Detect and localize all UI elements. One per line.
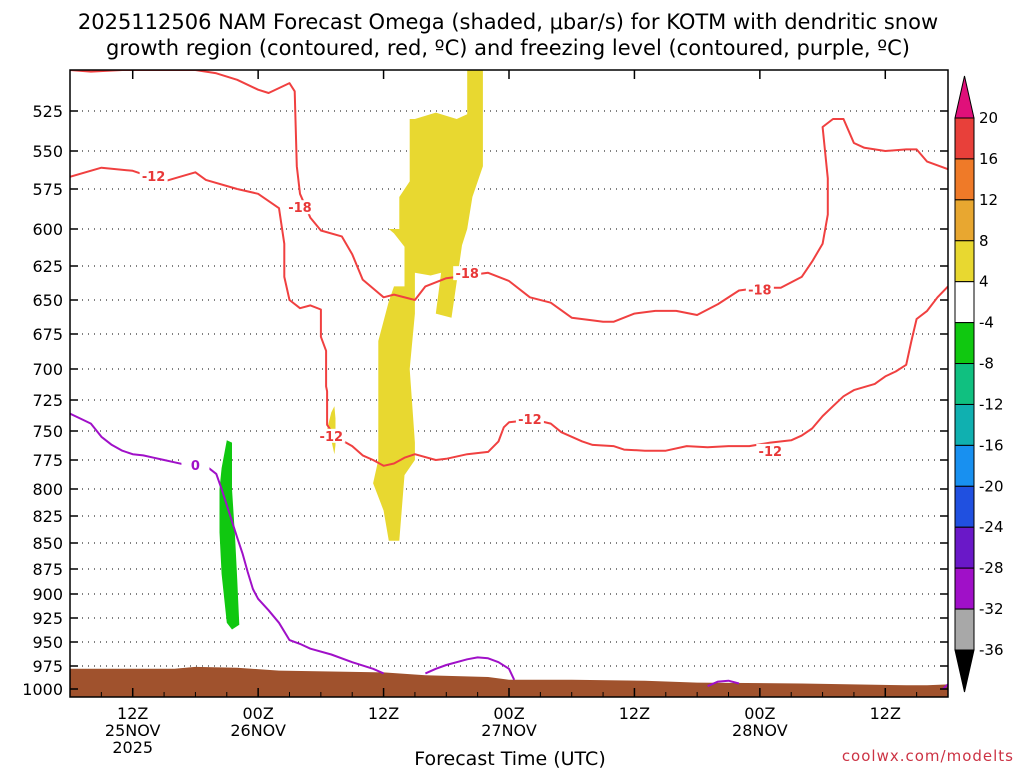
contour-label-5: -12 [518,413,542,428]
colorbar-label-9: -20 [979,477,1004,495]
contour-label-bg-5 [515,411,544,426]
contour-label-3: -18 [748,283,772,298]
x-tick-label-18-1: 26NOV [230,721,286,740]
contour-label-bg-6 [756,443,785,458]
contour-label-bg-0 [139,168,168,183]
colorbar-label-4: 4 [979,273,989,291]
colorbar: 20 16 12 8 4 -4 -8 -12 -16 -20 -24 -28 -32 -36 [954,75,1004,693]
contour-label-6: -12 [759,445,783,460]
y-tick-label-550: 550 [32,142,63,161]
colorbar-label-1: 16 [979,150,998,168]
y-tick-label-975: 975 [32,657,63,676]
y-tick-label-700: 700 [32,360,63,379]
axes: 525 550 575 600 625 650 675 700 725 750 775 800 825 8… [22,69,949,757]
y-tick-label-675: 675 [32,325,63,344]
chart-title-line2: growth region (contoured, red, ºC) and f… [106,36,910,60]
colorbar-swatch-12 [954,608,975,651]
x-tick-label-66-0: 00Z [744,704,775,723]
colorbar-label-10: -24 [979,518,1004,536]
contour-label-2: -18 [455,267,479,282]
colorbar-label-5: -4 [979,314,994,332]
colorbar-label-3: 8 [979,232,989,250]
contour-dgz_-18 [70,70,948,323]
contour-label-bg-2 [453,266,482,281]
colorbar-swatch-0 [954,117,975,160]
y-tick-label-825: 825 [32,507,63,526]
y-tick-label-525: 525 [32,102,63,121]
x-tick-label-42-1: 27NOV [481,721,537,740]
colorbar-label-2: 12 [979,191,998,209]
y-tick-label-800: 800 [32,480,63,499]
colorbar-label-7: -12 [979,395,1004,413]
y-tick-label-875: 875 [32,560,63,579]
colorbar-label-13: -36 [979,641,1004,659]
x-tick-label-30-0: 12Z [368,704,399,723]
contour-dgz_-18_upper_left [236,188,948,467]
colorbar-swatch-2 [954,199,975,242]
colorbar-label-0: 20 [979,109,998,127]
colorbar-swatch-3 [954,240,975,283]
y-tick-label-725: 725 [32,391,63,410]
colorbar-label-12: -32 [979,600,1004,618]
contour-label-0: -12 [142,170,166,185]
colorbar-swatch-7 [954,403,975,446]
colorbar-swatch-4 [954,281,975,324]
y-tick-label-775: 775 [32,451,63,470]
colorbar-label-8: -16 [979,436,1004,454]
colorbar-swatch-5 [954,322,975,365]
y-tick-label-575: 575 [32,180,63,199]
plot-area: -12 -18 -18 -18 -12 -12 -12 0 [70,70,948,697]
x-tick-label-66-1: 28NOV [732,721,788,740]
y-tick-label-625: 625 [32,257,63,276]
y-tick-label-950: 950 [32,633,63,652]
y-tick-label-600: 600 [32,220,63,239]
contour-label-1: -18 [288,201,312,216]
y-tick-label-750: 750 [32,422,63,441]
colorbar-swatch-11 [954,567,975,610]
colorbar-swatch-9 [954,485,975,528]
contour-label-7: 0 [191,459,200,474]
colorbar-swatch-6 [954,363,975,405]
contour-dgz_-12_upper [70,166,238,190]
x-tick-label-6-2: 2025 [112,738,153,757]
x-tick-label-54-0: 12Z [619,704,650,723]
contour-freezing_0_edge [942,683,948,690]
x-tick-label-78-0: 12Z [870,704,901,723]
credit-text: coolwx.com/modelts [842,747,1014,765]
omega-region-0 [373,70,483,541]
x-tick-label-18-0: 00Z [242,704,273,723]
omega-region-2 [219,440,240,630]
colorbar-top-arrow [954,75,975,119]
colorbar-swatch-8 [954,444,975,487]
contour-freezing_0_right [424,656,516,681]
contour-label-4: -12 [320,430,344,445]
y-tick-label-925: 925 [32,609,63,628]
contour-freezing_0_small [707,679,740,688]
contour-label-bg-3 [745,282,774,297]
contour-label-bg-7 [181,457,210,472]
colorbar-swatch-1 [954,158,975,201]
x-tick-label-6-1: 25NOV [105,721,161,740]
x-tick-label-42-0: 00Z [493,704,524,723]
y-tick-label-1000: 1000 [22,680,63,699]
terrain [70,666,948,697]
colorbar-bottom-arrow [954,649,975,693]
y-tick-label-900: 900 [32,585,63,604]
contour-label-bg-4 [317,428,346,443]
plot-contents: -12 -18 -18 -18 -12 -12 -12 0 [70,70,948,697]
colorbar-label-11: -28 [979,559,1004,577]
y-tick-label-850: 850 [32,534,63,553]
chart-title-line1: 2025112506 NAM Forecast Omega (shaded, μ… [78,10,938,34]
colorbar-swatch-10 [954,526,975,569]
x-tick-label-6-0: 12Z [117,704,148,723]
plot-frame [69,69,949,698]
y-tick-label-650: 650 [32,291,63,310]
contour-freezing_0 [70,412,385,675]
contour-label-bg-1 [285,200,314,215]
x-axis-label: Forecast Time (UTC) [414,748,605,768]
colorbar-label-6: -8 [979,355,994,373]
